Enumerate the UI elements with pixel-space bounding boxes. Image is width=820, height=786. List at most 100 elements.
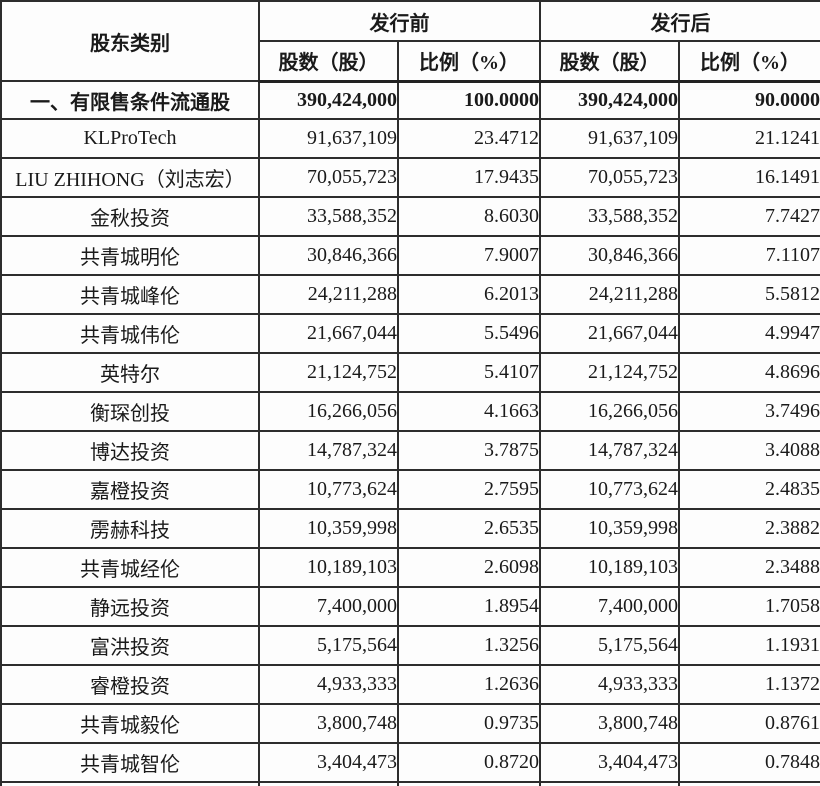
table-row: 金秋投资 33,588,352 8.6030 33,588,352 7.7427 (0, 196, 820, 237)
post-shares-cell: 91,637,109 (539, 118, 680, 159)
post-shares-cell: 16,266,056 (539, 391, 680, 432)
pre-shares-cell: 24,211,288 (258, 274, 399, 315)
post-ratio-cell: 2.3882 (678, 508, 820, 549)
pre-ratio-cell: 8.6030 (397, 196, 541, 237)
clipped-partial-row (0, 781, 820, 786)
shareholder-name-cell: 共青城毅伦 (0, 703, 260, 744)
post-shares-cell: 70,055,723 (539, 157, 680, 198)
pre-shares-cell: 4,933,333 (258, 664, 399, 705)
post-shares-cell: 33,588,352 (539, 196, 680, 237)
table-header: 股东类别 发行前 发行后 股数（股） 比例（%） 股数（股） 比例（%） (0, 0, 820, 83)
table-row: 英特尔 21,124,752 5.4107 21,124,752 4.8696 (0, 352, 820, 393)
post-ratio-cell: 2.4835 (678, 469, 820, 510)
post-shares-cell: 10,189,103 (539, 547, 680, 588)
post-ratio-cell: 5.5812 (678, 274, 820, 315)
category-pre-ratio-cell: 100.0000 (397, 80, 541, 120)
column-group-post-issue: 发行后 (539, 0, 820, 42)
post-shares-cell: 4,933,333 (539, 664, 680, 705)
category-post-ratio-cell: 90.0000 (678, 80, 820, 120)
pre-ratio-cell: 1.3256 (397, 625, 541, 666)
column-header-pre-shares: 股数（股） (258, 40, 399, 83)
pre-ratio-cell: 5.4107 (397, 352, 541, 393)
post-ratio-cell: 21.1241 (678, 118, 820, 159)
post-shares-cell: 14,787,324 (539, 430, 680, 471)
category-pre-shares-cell: 390,424,000 (258, 80, 399, 120)
column-header-post-shares: 股数（股） (539, 40, 680, 83)
post-shares-cell: 3,800,748 (539, 703, 680, 744)
pre-ratio-cell: 5.5496 (397, 313, 541, 354)
shareholder-name-cell: 富洪投资 (0, 625, 260, 666)
post-ratio-cell: 1.1372 (678, 664, 820, 705)
shareholder-name-cell: 共青城伟伦 (0, 313, 260, 354)
table-row: 共青城毅伦 3,800,748 0.9735 3,800,748 0.8761 (0, 703, 820, 744)
post-shares-cell: 21,124,752 (539, 352, 680, 393)
shareholder-name-cell: LIU ZHIHONG（刘志宏） (0, 157, 260, 198)
pre-ratio-cell: 1.2636 (397, 664, 541, 705)
table-row: 嘉橙投资 10,773,624 2.7595 10,773,624 2.4835 (0, 469, 820, 510)
shareholder-name-cell: 金秋投资 (0, 196, 260, 237)
table-row: KLProTech 91,637,109 23.4712 91,637,109 … (0, 118, 820, 159)
table-row: 共青城伟伦 21,667,044 5.5496 21,667,044 4.994… (0, 313, 820, 354)
shareholder-name-cell: 雳赫科技 (0, 508, 260, 549)
shareholder-name-cell: 博达投资 (0, 430, 260, 471)
post-ratio-cell: 16.1491 (678, 157, 820, 198)
pre-ratio-cell: 2.6535 (397, 508, 541, 549)
post-ratio-cell: 4.9947 (678, 313, 820, 354)
post-shares-cell: 10,359,998 (539, 508, 680, 549)
table-row: 雳赫科技 10,359,998 2.6535 10,359,998 2.3882 (0, 508, 820, 549)
pre-ratio-cell: 3.7875 (397, 430, 541, 471)
post-ratio-cell: 1.1931 (678, 625, 820, 666)
post-shares-cell: 10,773,624 (539, 469, 680, 510)
post-ratio-cell: 1.7058 (678, 586, 820, 627)
shareholder-name-cell: 嘉橙投资 (0, 469, 260, 510)
pre-shares-cell: 3,404,473 (258, 742, 399, 783)
pre-shares-cell: 91,637,109 (258, 118, 399, 159)
table-row: LIU ZHIHONG（刘志宏） 70,055,723 17.9435 70,0… (0, 157, 820, 198)
pre-ratio-cell: 1.8954 (397, 586, 541, 627)
pre-ratio-cell: 2.6098 (397, 547, 541, 588)
table-row: 博达投资 14,787,324 3.7875 14,787,324 3.4088 (0, 430, 820, 471)
post-ratio-cell: 7.7427 (678, 196, 820, 237)
pre-shares-cell: 30,846,366 (258, 235, 399, 276)
pre-shares-cell: 3,800,748 (258, 703, 399, 744)
column-group-pre-issue: 发行前 (258, 0, 541, 42)
pre-shares-cell: 10,359,998 (258, 508, 399, 549)
shareholder-name-cell: 睿橙投资 (0, 664, 260, 705)
column-header-shareholder-class: 股东类别 (0, 0, 260, 82)
shareholder-name-cell: KLProTech (0, 118, 260, 159)
shareholder-name-cell: 英特尔 (0, 352, 260, 393)
table-body: 一、有限售条件流通股 390,424,000 100.0000 390,424,… (0, 80, 820, 786)
post-shares-cell: 21,667,044 (539, 313, 680, 354)
shareholder-name-cell: 共青城明伦 (0, 235, 260, 276)
table-row: 睿橙投资 4,933,333 1.2636 4,933,333 1.1372 (0, 664, 820, 705)
post-shares-cell: 30,846,366 (539, 235, 680, 276)
post-shares-cell: 7,400,000 (539, 586, 680, 627)
pre-ratio-cell: 2.7595 (397, 469, 541, 510)
pre-ratio-cell: 0.9735 (397, 703, 541, 744)
table-row: 共青城明伦 30,846,366 7.9007 30,846,366 7.110… (0, 235, 820, 276)
pre-shares-cell: 33,588,352 (258, 196, 399, 237)
table-row: 共青城智伦 3,404,473 0.8720 3,404,473 0.7848 (0, 742, 820, 783)
post-shares-cell: 5,175,564 (539, 625, 680, 666)
shareholder-name-cell: 静远投资 (0, 586, 260, 627)
post-ratio-cell: 2.3488 (678, 547, 820, 588)
header-subcolumn-row: 股数（股） 比例（%） 股数（股） 比例（%） (1, 40, 820, 83)
post-ratio-cell: 0.8761 (678, 703, 820, 744)
post-shares-cell: 3,404,473 (539, 742, 680, 783)
pre-shares-cell: 14,787,324 (258, 430, 399, 471)
pre-shares-cell: 5,175,564 (258, 625, 399, 666)
category-total-row: 一、有限售条件流通股 390,424,000 100.0000 390,424,… (0, 80, 820, 120)
shareholder-name-cell: 共青城智伦 (0, 742, 260, 783)
pre-ratio-cell: 4.1663 (397, 391, 541, 432)
pre-shares-cell: 70,055,723 (258, 157, 399, 198)
shareholder-name-cell: 共青城经伦 (0, 547, 260, 588)
table-row: 共青城经伦 10,189,103 2.6098 10,189,103 2.348… (0, 547, 820, 588)
header-group-row: 股东类别 发行前 发行后 (0, 0, 820, 82)
table-row: 衡琛创投 16,266,056 4.1663 16,266,056 3.7496 (0, 391, 820, 432)
pre-shares-cell: 10,773,624 (258, 469, 399, 510)
pre-shares-cell: 10,189,103 (258, 547, 399, 588)
pre-shares-cell: 16,266,056 (258, 391, 399, 432)
pre-ratio-cell: 0.8720 (397, 742, 541, 783)
column-header-post-ratio: 比例（%） (678, 40, 820, 83)
